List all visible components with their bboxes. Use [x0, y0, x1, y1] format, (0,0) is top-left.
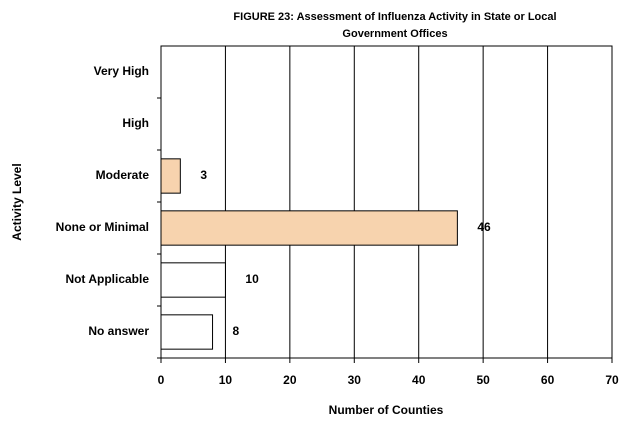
x-axis-label: Number of Counties [329, 403, 444, 417]
chart-title: FIGURE 23: Assessment of Influenza Activ… [233, 11, 556, 23]
y-tick-label: None or Minimal [56, 220, 149, 234]
y-tick-label: Not Applicable [65, 272, 149, 286]
bar [160, 210, 458, 246]
x-tick-label: 30 [348, 373, 362, 387]
bar [160, 314, 214, 350]
x-tick-label: 10 [219, 373, 233, 387]
x-tick-label: 40 [412, 373, 426, 387]
y-tick-label: No answer [88, 324, 149, 338]
chart-title: Government Offices [342, 28, 447, 40]
data-label: 10 [245, 272, 259, 286]
bar [160, 262, 226, 298]
y-axis-label: Activity Level [10, 163, 24, 240]
x-tick-label: 0 [158, 373, 165, 387]
data-label: 46 [477, 220, 491, 234]
data-label: 3 [200, 168, 207, 182]
y-tick-label: Moderate [96, 168, 150, 182]
bar [160, 158, 181, 194]
x-tick-label: 60 [541, 373, 555, 387]
x-tick-label: 50 [476, 373, 490, 387]
y-tick-label: Very High [94, 64, 149, 78]
x-tick-label: 20 [283, 373, 297, 387]
data-label: 8 [233, 324, 240, 338]
x-tick-label: 70 [605, 373, 619, 387]
y-tick-label: High [122, 116, 149, 130]
plot-frame [160, 45, 613, 359]
